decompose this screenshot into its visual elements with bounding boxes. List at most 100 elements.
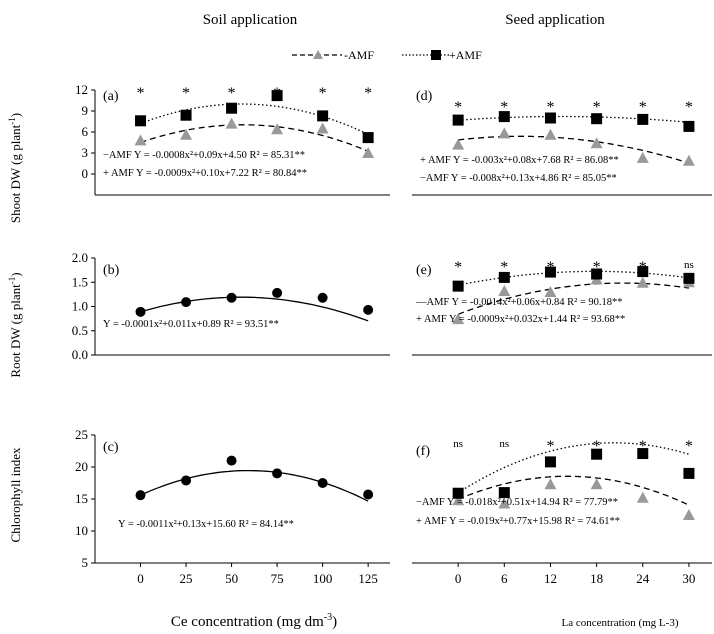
x-tick-label: 25: [180, 571, 193, 586]
x-axis-label-ce: Ce concentration (mg dm-3): [171, 612, 337, 630]
regression-equation: Y = -0.0011x²+0.13x+15.60 R² = 84.14**: [118, 519, 294, 530]
y-tick-label: 10: [75, 523, 88, 538]
y-tick-label: 20: [75, 459, 88, 474]
fit-curve-plus: [458, 115, 689, 123]
data-point-plus: [544, 112, 556, 124]
regression-equation: + AMF Y = -0.003x²+0.08x+7.68 R² = 86.08…: [420, 155, 619, 166]
regression-equation: −AMF Y = -0.018x²+0.51x+14.94 R² = 77.79…: [416, 497, 618, 508]
fit-curve-plus: [140, 103, 369, 135]
panel-label: (c): [103, 440, 119, 455]
significance-marker: *: [273, 85, 281, 102]
panel-b: 0.0 0.5 1.0 1.5 2.0 (b) Y = -0.0001x²+0.011x+0…: [72, 250, 390, 362]
fit-curve-single: [140, 296, 369, 322]
data-point-plus: [637, 113, 649, 125]
data-point-plus: [452, 114, 464, 126]
significance-marker: *: [500, 99, 508, 116]
data-point: [317, 292, 328, 303]
data-point-plus: [362, 132, 374, 144]
data-point-minus: [498, 127, 511, 139]
y-tick-label: 25: [75, 427, 88, 442]
data-point-minus: [590, 137, 603, 149]
data-point-minus: [180, 128, 193, 140]
x-tick-label: 50: [225, 571, 238, 586]
data-point-minus: [134, 134, 147, 146]
regression-equation: Y = -0.0001x²+0.011x+0.89 R² = 93.51**: [103, 319, 279, 330]
y-tick-label: 0.5: [72, 323, 88, 338]
data-point-plus: [452, 280, 464, 292]
data-point: [363, 304, 374, 315]
legend-label-minus: -AMF: [344, 48, 374, 62]
fit-curve-minus: [458, 135, 690, 164]
y-tick-label: 9: [82, 103, 89, 118]
significance-marker: *: [546, 99, 554, 116]
data-point-minus: [498, 497, 511, 509]
significance-marker: *: [137, 85, 145, 102]
fit-curve-minus: [140, 124, 369, 152]
legend-marker-minus: [313, 50, 323, 59]
data-point-plus: [683, 120, 695, 132]
fit-curve-minus: [457, 475, 690, 506]
data-point-plus: [498, 487, 510, 499]
data-point-minus: [362, 147, 375, 158]
x-tick-label: 12: [544, 571, 557, 586]
data-point-minus: [636, 491, 649, 503]
data-point-plus: [271, 90, 283, 102]
data-point: [135, 490, 146, 501]
fit-curve-minus: [457, 282, 690, 315]
data-point: [226, 292, 237, 303]
panel-c: 5 10 15 20 25 0 25 50 75 100 125 (c) Y = -0.0011x²+0…: [75, 427, 390, 586]
panel-label: (b): [103, 263, 120, 278]
significance-marker: *: [182, 85, 190, 102]
data-point-plus: [544, 266, 556, 278]
data-point-minus: [590, 478, 603, 490]
panel-label: (e): [416, 263, 432, 278]
legend-label-plus: +AMF: [449, 48, 482, 62]
data-point-minus: [544, 128, 557, 140]
data-point: [226, 455, 237, 466]
panel-f: 0 6 12 18 24 30 (f) ns ns * * * * −AMF Y = -0.018x²+0…: [412, 438, 712, 586]
y-tick-label: 15: [75, 491, 88, 506]
data-point-plus: [180, 109, 192, 121]
significance-marker: *: [500, 259, 508, 276]
regression-equation: −AMF Y = -0.0008x²+0.09x+4.50 R² = 85.31…: [103, 150, 305, 161]
data-point-minus: [636, 151, 649, 163]
regression-equation: + AMF Y = -0.019x²+0.77x+15.98 R² = 74.6…: [416, 516, 620, 527]
x-tick-label: 18: [590, 571, 603, 586]
significance-marker: *: [593, 99, 601, 116]
fit-curve-single: [140, 469, 369, 502]
regression-equation: + AMF Y = -0.0009x²+0.10x+7.22 R² = 80.8…: [103, 168, 307, 179]
legend-marker-plus: [431, 50, 441, 60]
y-tick-label: 3: [82, 145, 89, 160]
data-point-plus: [591, 113, 603, 125]
significance-marker: *: [685, 99, 693, 116]
column-title-soil: Soil application: [203, 12, 298, 28]
x-tick-label: 125: [358, 571, 378, 586]
data-point-plus: [226, 102, 238, 114]
significance-marker: *: [546, 438, 554, 455]
data-point-minus: [682, 509, 695, 520]
significance-marker: *: [593, 438, 601, 455]
data-point-minus: [544, 478, 557, 490]
x-tick-label: 75: [271, 571, 284, 586]
data-point: [272, 468, 283, 479]
significance-marker: ns: [684, 259, 694, 271]
data-point: [363, 489, 374, 500]
x-tick-label: 0: [455, 571, 462, 586]
data-point-minus: [225, 117, 238, 129]
data-point-plus: [683, 467, 695, 479]
data-point-minus: [544, 285, 557, 297]
x-tick-label: 24: [636, 571, 650, 586]
y-tick-label: 12: [75, 82, 88, 97]
data-point-plus: [637, 448, 649, 460]
data-point-plus: [683, 272, 695, 284]
y-tick-label: 1.0: [72, 299, 88, 314]
panel-label: (a): [103, 89, 119, 104]
data-point-plus: [591, 268, 603, 280]
data-point-minus: [452, 494, 465, 506]
data-point-plus: [452, 487, 464, 499]
significance-marker: *: [685, 438, 693, 455]
significance-marker: *: [454, 99, 462, 116]
data-point-minus: [271, 123, 284, 135]
data-point: [272, 287, 283, 298]
x-tick-label: 0: [137, 571, 144, 586]
